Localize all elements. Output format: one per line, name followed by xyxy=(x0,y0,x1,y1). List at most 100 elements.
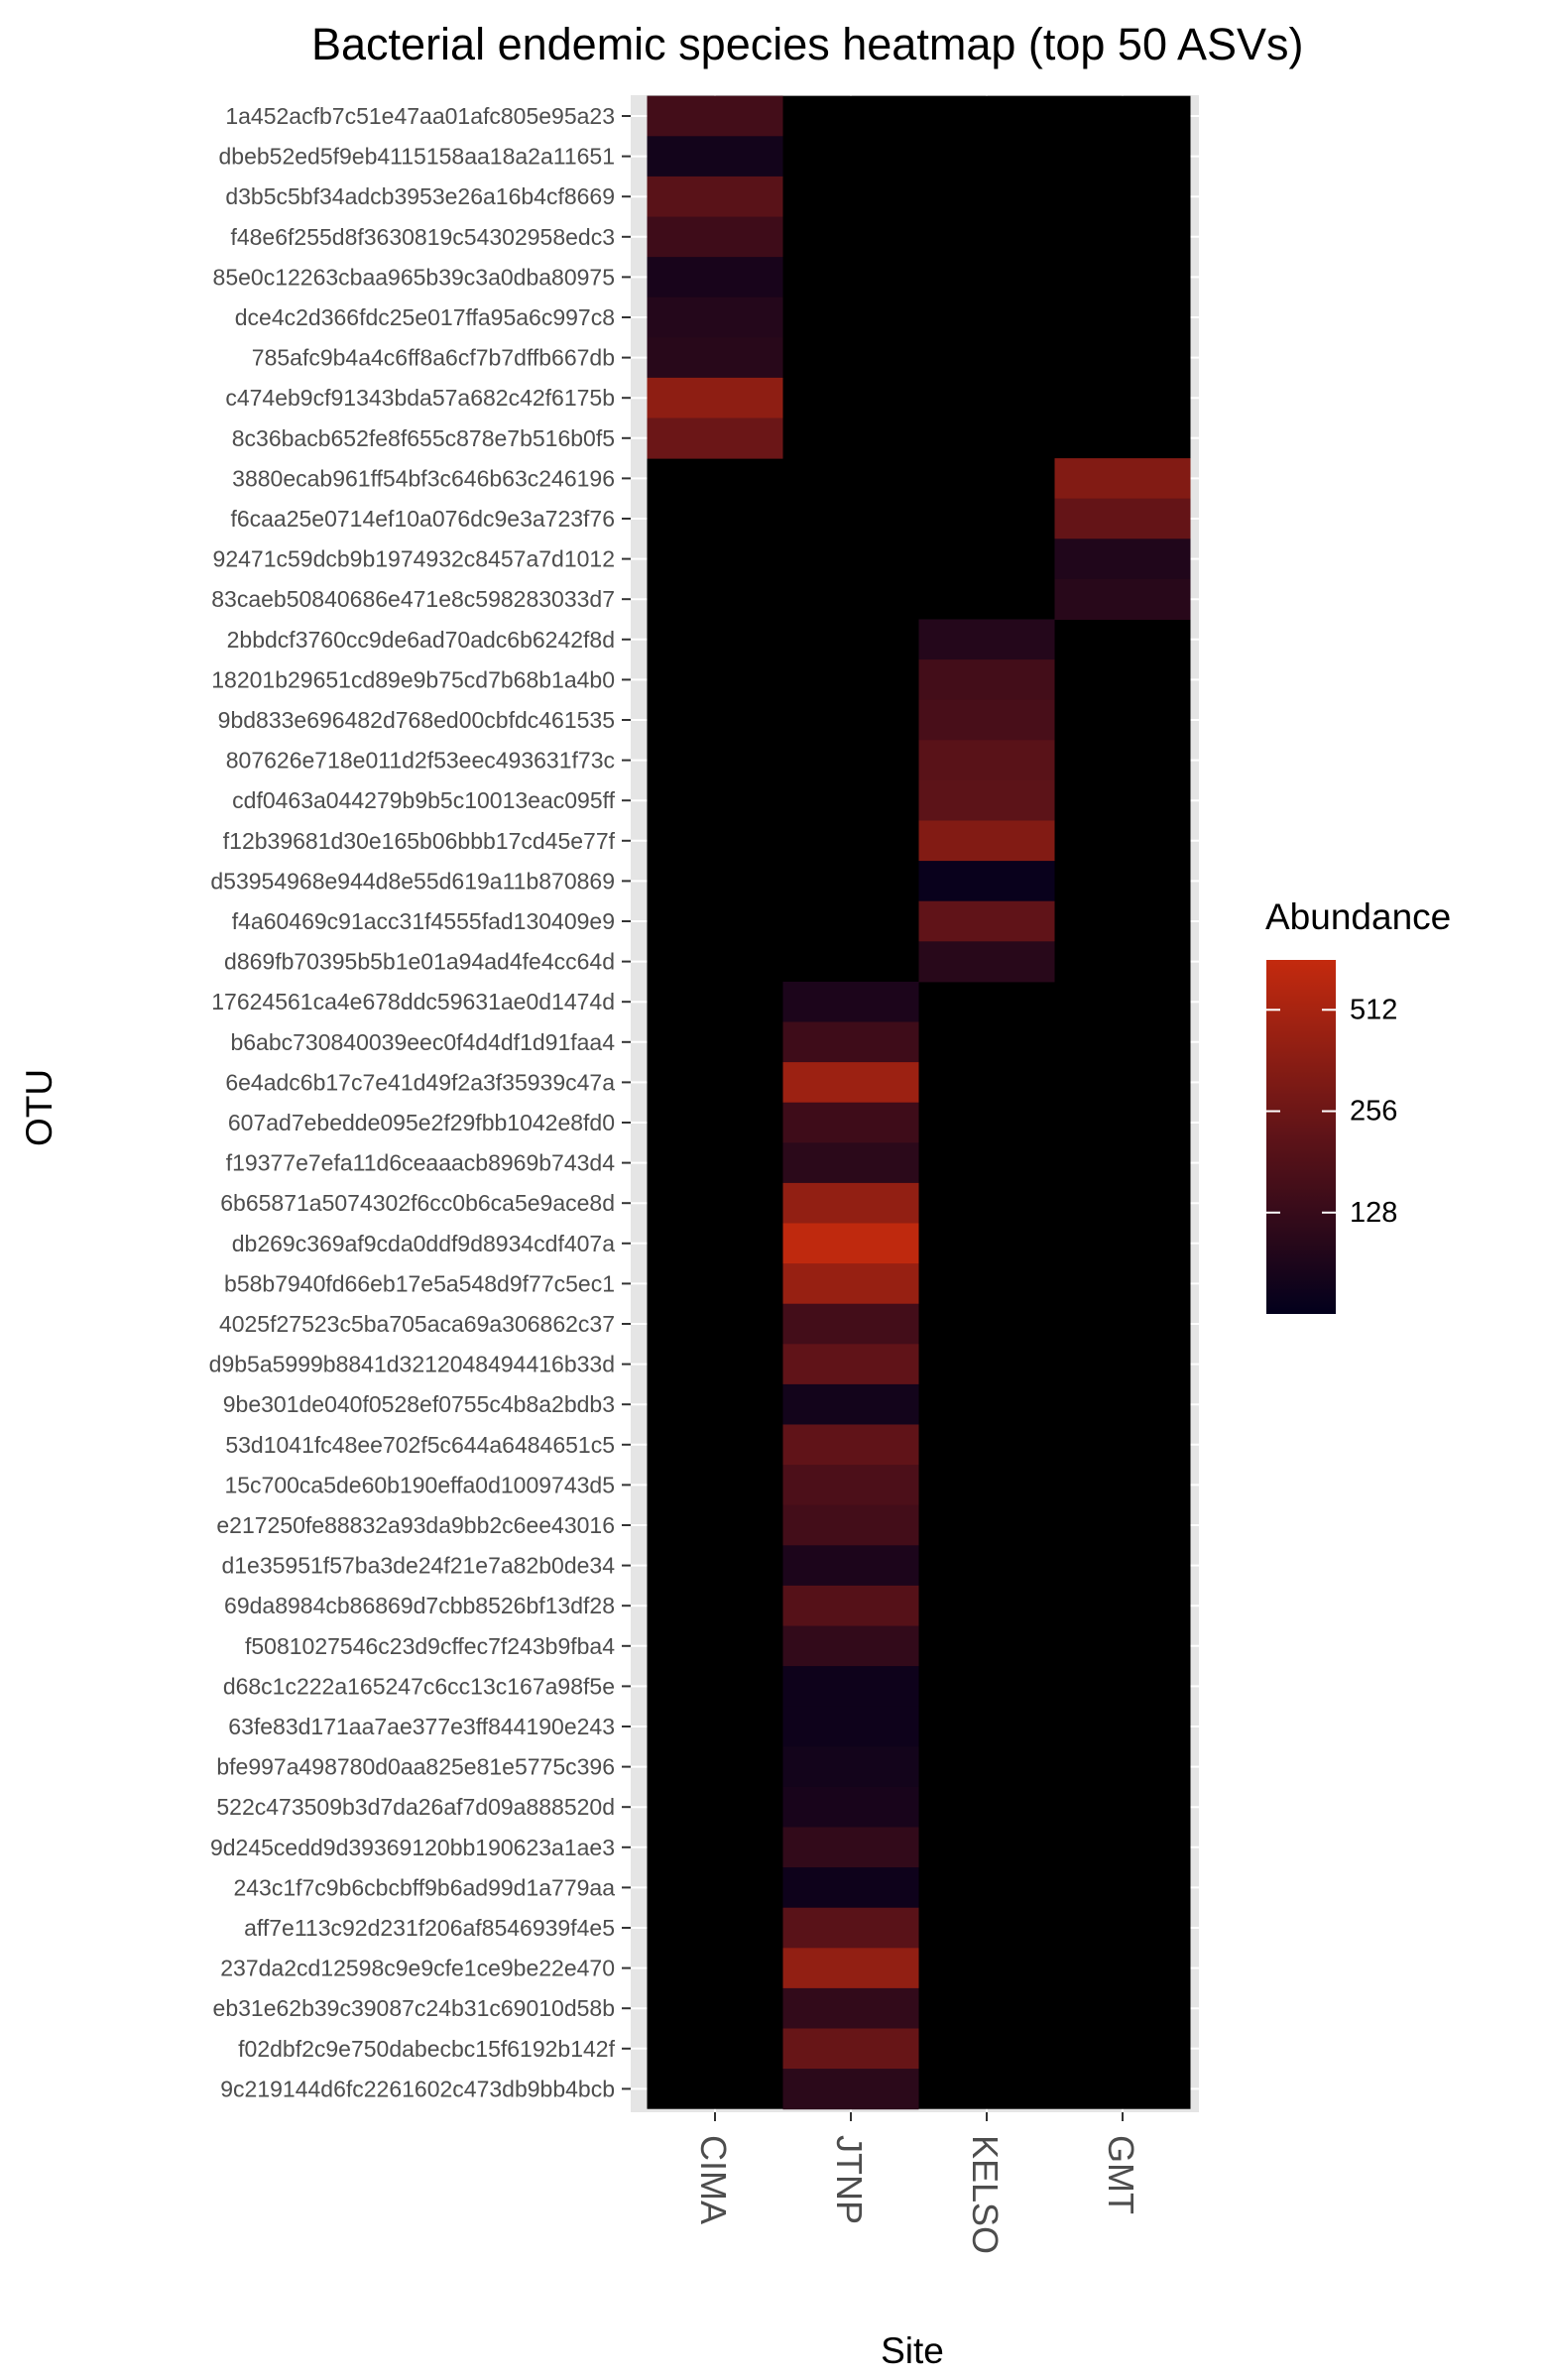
y-tick-label: 607ad7ebedde095e2f29fbb1042e8fd0 xyxy=(228,1110,615,1135)
heatmap-cell xyxy=(1054,458,1191,500)
heatmap-cell xyxy=(782,1706,919,1747)
y-tick-label: 807626e718e011d2f53eec493631f73c xyxy=(226,748,615,774)
heatmap-cell xyxy=(782,1504,919,1546)
heatmap-cell xyxy=(782,1545,919,1587)
y-tick-label: 9be301de040f0528ef0755c4b8a2bdb3 xyxy=(223,1391,615,1417)
heatmap-cell xyxy=(782,1424,919,1466)
heatmap-cell xyxy=(918,941,1055,983)
heatmap-cell xyxy=(782,1223,919,1264)
y-tick-label: b6abc730840039eec0f4d4df1d91faa4 xyxy=(230,1029,615,1055)
heatmap-cell xyxy=(918,699,1055,741)
y-tick-label: f5081027546c23d9cffec7f243b9fba4 xyxy=(245,1633,615,1659)
y-tick-label: 63fe83d171aa7ae377e3ff844190e243 xyxy=(228,1714,615,1739)
heatmap-cell xyxy=(647,176,783,217)
legend-break-label: 512 xyxy=(1350,994,1397,1025)
heatmap-cells xyxy=(647,95,1191,2110)
heatmap-cell xyxy=(782,1786,919,1828)
heatmap-cell xyxy=(782,1303,919,1345)
heatmap-cell xyxy=(782,2069,919,2110)
y-tick-label: 18201b29651cd89e9b75cd7b68b1a4b0 xyxy=(211,666,615,692)
heatmap-cell xyxy=(647,377,783,418)
y-tick-label: d869fb70395b5b1e01a94ad4fe4cc64d xyxy=(224,949,615,975)
y-tick-label: 17624561ca4e678ddc59631ae0d1474d xyxy=(211,989,615,1014)
chart-title: Bacterial endemic species heatmap (top 5… xyxy=(311,19,1304,69)
heatmap-cell xyxy=(918,861,1055,902)
heatmap-cell xyxy=(782,1867,919,1909)
heatmap-cell xyxy=(782,1465,919,1506)
heatmap-cell xyxy=(918,820,1055,862)
heatmap-cell xyxy=(782,1142,919,1184)
heatmap-cell xyxy=(918,619,1055,660)
y-tick-label: cdf0463a044279b9b5c10013eac095ff xyxy=(232,787,615,813)
heatmap-cell xyxy=(918,740,1055,781)
y-tick-label: 522c473509b3d7da26af7d09a888520d xyxy=(216,1794,615,1820)
heatmap-cell xyxy=(647,257,783,298)
y-tick-label: 69da8984cb86869d7cbb8526bf13df28 xyxy=(224,1593,615,1618)
y-tick-label: 3880ecab961ff54bf3c646b63c246196 xyxy=(232,465,615,491)
heatmap-cell xyxy=(782,1625,919,1667)
heatmap-cell xyxy=(782,1263,919,1305)
legend-title: Abundance xyxy=(1265,896,1451,937)
y-tick-label: 9bd833e696482d768ed00cbfdc461535 xyxy=(218,707,615,733)
heatmap-cell xyxy=(918,779,1055,821)
legend-break-label: 256 xyxy=(1350,1096,1397,1128)
heatmap-cell xyxy=(918,900,1055,942)
heatmap-cell xyxy=(782,1827,919,1868)
heatmap-cell xyxy=(782,1102,919,1143)
y-tick-label: 6e4adc6b17c7e41d49f2a3f35939c47a xyxy=(225,1069,615,1095)
y-tick-label: 85e0c12263cbaa965b39c3a0dba80975 xyxy=(213,264,615,290)
y-tick-label: db269c369af9cda0ddf9d8934cdf407a xyxy=(232,1231,615,1256)
y-tick-label: f6caa25e0714ef10a076dc9e3a723f76 xyxy=(230,506,615,532)
heatmap-cell xyxy=(782,1987,919,2029)
x-tick-label: CIMA xyxy=(693,2135,734,2224)
y-tick-label: 237da2cd12598c9e9cfe1ce9be22e470 xyxy=(220,1956,615,1981)
y-tick-label: d9b5a5999b8841d3212048494416b33d xyxy=(209,1352,615,1377)
y-tick-label: 243c1f7c9b6cbcbff9b6ad99d1a779aa xyxy=(233,1874,615,1900)
y-tick-label: f4a60469c91acc31f4555fad130409e9 xyxy=(232,908,615,934)
y-tick-label: 8c36bacb652fe8f655c878e7b516b0f5 xyxy=(232,425,615,451)
heatmap-cell xyxy=(1054,578,1191,620)
heatmap-cell xyxy=(782,1585,919,1626)
y-tick-label: f19377e7efa11d6ceaaacb8969b743d4 xyxy=(226,1150,615,1176)
x-tick-label: KELSO xyxy=(965,2135,1006,2254)
y-tick-label: dce4c2d366fdc25e017ffa95a6c997c8 xyxy=(235,304,615,330)
heatmap-cell xyxy=(782,981,919,1022)
y-tick-label: d68c1c222a165247c6cc13c167a98f5e xyxy=(223,1673,615,1699)
heatmap-cell xyxy=(782,1948,919,1989)
heatmap-cell xyxy=(782,1383,919,1425)
y-tick-label: c474eb9cf91343bda57a682c42f6175b xyxy=(225,385,615,411)
heatmap-cell xyxy=(647,95,783,137)
heatmap-cell xyxy=(647,337,783,379)
y-tick-label: b58b7940fd66eb17e5a548d9f77c5ec1 xyxy=(224,1270,615,1296)
y-tick-label: 83caeb50840686e471e8c598283033d7 xyxy=(211,586,615,612)
x-axis-title: Site xyxy=(881,2330,944,2371)
y-tick-label: 92471c59dcb9b1974932c8457a7d1012 xyxy=(213,546,615,572)
y-tick-label: aff7e113c92d231f206af8546939f4e5 xyxy=(244,1915,615,1941)
x-tick-label: GMT xyxy=(1101,2135,1141,2214)
heatmap-cell xyxy=(782,1746,919,1788)
y-tick-label: 9c219144d6fc2261602c473db9bb4bcb xyxy=(220,2076,615,2101)
y-tick-label: e217250fe88832a93da9bb2c6ee43016 xyxy=(216,1512,615,1538)
heatmap-cell xyxy=(782,1344,919,1385)
heatmap-cell xyxy=(782,1182,919,1224)
heatmap-cell xyxy=(918,659,1055,701)
y-tick-label: d3b5c5bf34adcb3953e26a16b4cf8669 xyxy=(225,183,615,209)
y-tick-label: 15c700ca5de60b190effa0d1009743d5 xyxy=(224,1472,615,1497)
y-axis: 1a452acfb7c51e47aa01afc805e95a23 dbeb52ed… xyxy=(209,103,631,2101)
y-tick-label: 2bbdcf3760cc9de6ad70adc6b6242f8d xyxy=(227,627,615,653)
heatmap-cell xyxy=(782,1907,919,1949)
y-tick-label: eb31e62b39c39087c24b31c69010d58b xyxy=(213,1995,615,2021)
y-tick-label: 6b65871a5074302f6cc0b6ca5e9ace8d xyxy=(220,1190,615,1216)
y-tick-label: 4025f27523c5ba705aca69a306862c37 xyxy=(219,1311,615,1337)
heatmap-cell xyxy=(782,1062,919,1104)
heatmap-cell xyxy=(782,2028,919,2070)
heatmap-cell xyxy=(782,1666,919,1708)
y-tick-label: 9d245cedd9d39369120bb190623a1ae3 xyxy=(210,1835,615,1860)
heatmap-cell xyxy=(1054,498,1191,539)
legend-break-label: 128 xyxy=(1350,1197,1397,1229)
y-axis-title: OTU xyxy=(19,1069,60,1146)
heatmap-cell xyxy=(782,1021,919,1063)
x-tick-label: JTNP xyxy=(829,2135,870,2224)
y-tick-label: 53d1041fc48ee702f5c644a6484651c5 xyxy=(225,1432,615,1458)
y-tick-label: dbeb52ed5f9eb4115158aa18a2a11651 xyxy=(218,144,615,170)
